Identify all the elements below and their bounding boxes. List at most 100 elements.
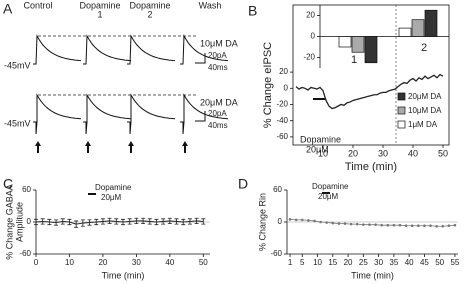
legend-label: 1μM DA (408, 120, 438, 129)
data-point (429, 224, 432, 228)
error-bar (34, 218, 38, 226)
y-tick-label: 20 (279, 67, 288, 76)
annotation: Dopamine (95, 183, 132, 192)
data-point (380, 223, 383, 227)
annotation: Dopamine (300, 134, 341, 144)
error-bar (114, 218, 119, 225)
error-bar (174, 218, 179, 225)
x-tick-label: 10 (318, 148, 328, 158)
y-tick-label: -60 (19, 249, 31, 258)
x-tick-label: 5 (300, 258, 305, 267)
error-bar (40, 218, 45, 225)
data-point (355, 222, 359, 226)
error-bar (74, 220, 79, 228)
data-line (295, 73, 444, 110)
error-bar (94, 218, 99, 226)
arrow (182, 141, 188, 153)
error-bar (147, 218, 152, 225)
scale-bar (195, 53, 206, 64)
y-axis-title: % Change GABAA (4, 184, 14, 260)
arrow (35, 141, 41, 153)
data-point (325, 221, 328, 224)
inset-bar (364, 36, 378, 64)
current-trace (180, 93, 229, 135)
y-tick-label: -60 (276, 132, 288, 141)
inset-y-tick-label: 20 (306, 11, 315, 20)
concentration-label: 10μM DA (200, 38, 238, 48)
data-point (300, 218, 304, 222)
x-tick-label: 40 (408, 148, 418, 158)
scale-bar (195, 111, 206, 122)
y-tick-label: 60 (22, 185, 31, 194)
panel-label: B (248, 3, 257, 19)
data-point (374, 223, 377, 226)
y-tick-label: -20 (276, 100, 288, 109)
inset-bar (351, 36, 365, 53)
x-tick-label: 30 (378, 148, 388, 158)
condition-label: Dopamine (79, 0, 120, 10)
inset-y-tick-label: 0 (311, 32, 316, 41)
current-trace (127, 34, 176, 65)
condition-label: 2 (147, 9, 152, 19)
current-trace (127, 93, 176, 135)
error-bar (47, 218, 52, 226)
current-trace (180, 34, 229, 65)
annotation: 20μM (101, 193, 122, 202)
x-tick-label: 50 (438, 148, 448, 158)
x-tick-label: 15 (328, 258, 337, 267)
condition-label: Control (23, 0, 52, 10)
error-bar (121, 218, 125, 226)
error-bar (60, 218, 65, 225)
error-bar (181, 218, 186, 226)
scale-current: 20pA (208, 109, 227, 118)
scale-current: 20pA (208, 51, 227, 60)
x-tick-label: 20 (98, 258, 107, 267)
y-tick-label: 60 (273, 185, 282, 194)
y-axis-title: % Change Rin (257, 193, 267, 251)
data-point (423, 224, 426, 228)
inset-category: 2 (421, 42, 427, 54)
inset-y-tick-label: -20 (303, 53, 315, 62)
data-point (294, 218, 298, 222)
data-line (35, 220, 204, 225)
data-point (313, 219, 316, 223)
panel-label: A (3, 1, 13, 17)
x-tick-label: 50 (435, 258, 444, 267)
y-axis-title: % Change eIPSC (262, 42, 274, 128)
error-bar (80, 219, 85, 227)
current-trace (33, 34, 82, 65)
legend-label: 20μM DA (408, 92, 442, 101)
x-tick-label: 45 (420, 258, 429, 267)
x-tick-label: 0 (34, 258, 39, 267)
annotation: Dopamine (312, 182, 349, 191)
error-bar (154, 218, 159, 226)
data-point (368, 223, 371, 226)
data-point (288, 218, 292, 221)
arrow (128, 141, 134, 153)
x-tick-label: 20 (348, 148, 358, 158)
error-bar (161, 218, 166, 225)
scale-time: 40ms (208, 121, 228, 130)
annotation: 20μM (306, 144, 329, 154)
x-tick-label: 10 (65, 258, 74, 267)
error-bar (201, 218, 206, 225)
legend-swatch (397, 120, 406, 129)
x-axis-title: Time (min) (351, 270, 394, 280)
legend-swatch (397, 106, 406, 115)
condition-label: 1 (97, 9, 102, 19)
inset-category: 1 (351, 54, 357, 66)
arrow (85, 141, 91, 153)
x-tick-label: 40 (165, 258, 174, 267)
error-bar (187, 218, 192, 225)
data-point (417, 224, 420, 228)
data-point (343, 222, 347, 225)
error-bar (194, 217, 199, 224)
current-trace (33, 93, 82, 135)
error-bar (167, 217, 172, 224)
legend-label: 10μM DA (408, 106, 442, 115)
data-point (435, 224, 438, 228)
current-trace (83, 34, 132, 65)
data-point (362, 223, 365, 226)
x-axis-title: Time (min) (102, 270, 145, 280)
